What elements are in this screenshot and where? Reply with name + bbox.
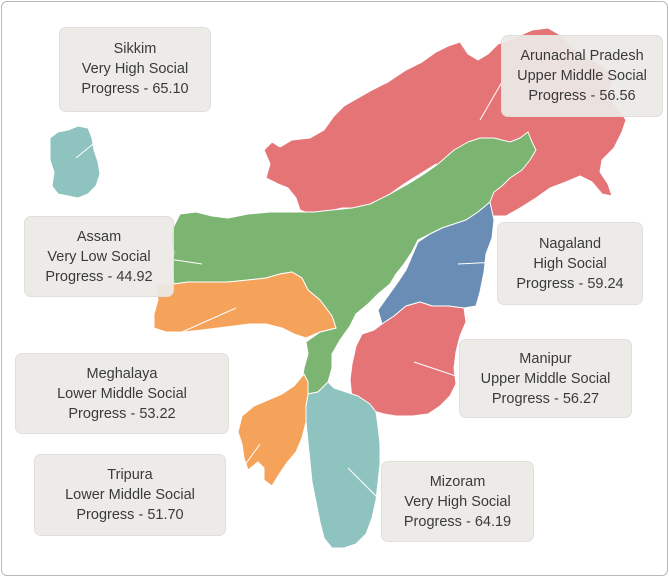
region-name: Nagaland <box>538 236 602 252</box>
callout-sikkim: Sikkim Very High Social Progress - 65.10 <box>59 27 211 112</box>
region-category: Upper Middle Social <box>480 371 611 387</box>
callout-tripura: Tripura Lower Middle Social Progress - 5… <box>34 454 226 536</box>
progress-value: 64.19 <box>474 514 512 530</box>
progress-line: Progress - 51.70 <box>35 505 225 525</box>
progress-label: Progress - <box>68 406 140 422</box>
callout-assam: Assam Very Low Social Progress - 44.92 <box>24 216 174 297</box>
region-name: Tripura <box>107 467 153 483</box>
progress-value: 56.56 <box>599 88 636 104</box>
progress-line: Progress - 59.24 <box>498 274 642 294</box>
progress-label: Progress - <box>516 276 588 292</box>
progress-label: Progress - <box>403 514 475 530</box>
leader-line-arunachal <box>479 81 503 121</box>
callout-mizoram: Mizoram Very High Social Progress - 64.1… <box>381 461 534 542</box>
progress-label: Progress - <box>528 88 600 104</box>
callout-meghalaya: Meghalaya Lower Middle Social Progress -… <box>15 353 229 434</box>
progress-line: Progress - 44.92 <box>25 267 173 287</box>
leader-line-nagaland <box>457 261 499 265</box>
region-category: Lower Middle Social <box>65 487 195 503</box>
region-category: Lower Middle Social <box>57 386 187 402</box>
progress-line: Progress - 65.10 <box>60 79 210 99</box>
progress-value: 44.92 <box>116 269 153 285</box>
region-mizoram[interactable] <box>305 381 381 549</box>
progress-label: Progress - <box>81 81 153 97</box>
progress-line: Progress - 56.56 <box>502 86 662 106</box>
progress-value: 56.27 <box>562 391 600 407</box>
progress-label: Progress - <box>76 507 148 523</box>
region-category: Very High Social <box>81 61 189 77</box>
region-name: Manipur <box>519 351 572 367</box>
progress-value: 65.10 <box>152 81 189 97</box>
region-category: Very High Social <box>404 494 511 510</box>
region-category: High Social <box>533 256 607 272</box>
region-name: Sikkim <box>113 41 157 57</box>
progress-value: 51.70 <box>147 507 184 523</box>
progress-line: Progress - 64.19 <box>382 512 533 532</box>
callout-arunachal-pradesh: Arunachal Pradesh Upper Middle Social Pr… <box>501 35 663 117</box>
region-tripura[interactable] <box>237 373 309 487</box>
progress-line: Progress - 56.27 <box>460 389 631 409</box>
region-category: Upper Middle Social <box>517 68 647 84</box>
leader-line-tripura <box>223 443 261 495</box>
progress-label: Progress - <box>491 391 563 407</box>
region-name: Assam <box>76 229 122 245</box>
progress-line: Progress - 53.22 <box>16 404 228 424</box>
callout-nagaland: Nagaland High Social Progress - 59.24 <box>497 222 643 305</box>
region-manipur[interactable] <box>349 301 467 417</box>
region-category: Very Low Social <box>47 249 151 265</box>
region-name: Mizoram <box>429 474 486 490</box>
callout-manipur: Manipur Upper Middle Social Progress - 5… <box>459 339 632 418</box>
region-sikkim[interactable] <box>49 125 101 199</box>
leader-line-mizoram <box>347 467 383 503</box>
leader-line-meghalaya <box>181 307 237 333</box>
region-name: Meghalaya <box>86 366 158 382</box>
progress-label: Progress - <box>45 269 117 285</box>
progress-value: 53.22 <box>139 406 176 422</box>
progress-value: 59.24 <box>587 276 624 292</box>
leader-line-manipur <box>413 361 463 379</box>
leader-line-sikkim <box>75 111 133 159</box>
region-name: Arunachal Pradesh <box>520 48 644 64</box>
region-meghalaya[interactable] <box>153 271 337 339</box>
